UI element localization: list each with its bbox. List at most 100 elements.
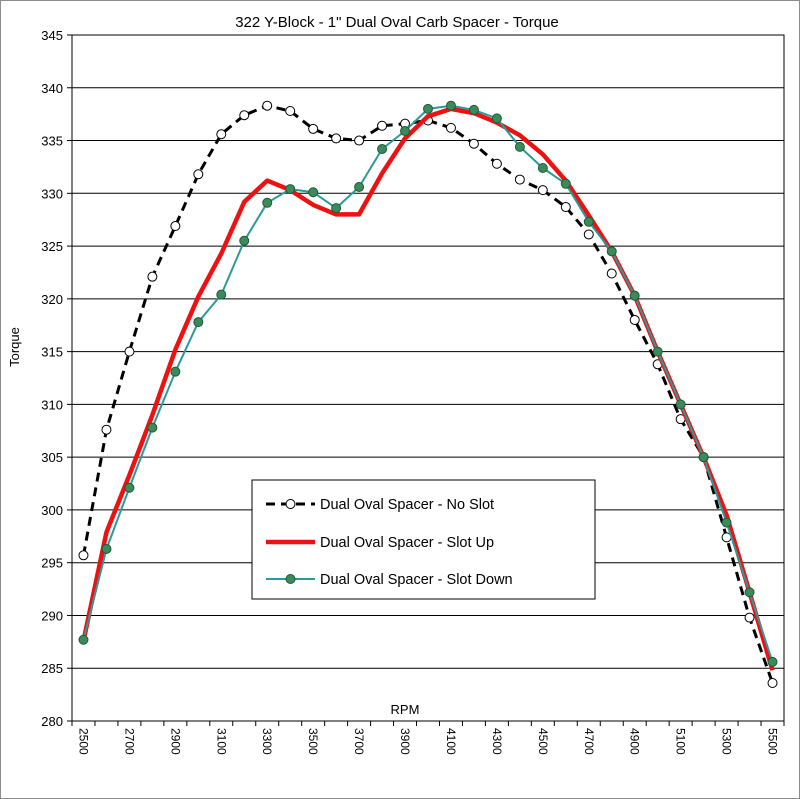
y-tick-label: 280 [41, 714, 63, 729]
data-point [744, 612, 755, 623]
x-tick-label: 2500 [76, 728, 90, 755]
data-point [629, 314, 640, 325]
data-point [354, 181, 365, 192]
data-point [721, 517, 732, 528]
data-point [560, 178, 571, 189]
chart-title: 322 Y-Block - 1" Dual Oval Carb Spacer -… [235, 14, 559, 31]
y-tick-label: 325 [41, 239, 63, 254]
x-tick-label: 5500 [766, 728, 780, 755]
data-point [583, 216, 594, 227]
data-point [216, 129, 227, 140]
data-point [445, 100, 456, 111]
data-point [170, 366, 181, 377]
data-point [78, 550, 89, 561]
y-tick-label: 335 [41, 134, 63, 149]
y-tick-label: 295 [41, 556, 63, 571]
y-tick-label: 340 [41, 81, 63, 96]
y-tick-label: 290 [41, 608, 63, 623]
data-point [744, 587, 755, 598]
data-point [377, 120, 388, 131]
data-point [652, 346, 663, 357]
data-point [262, 100, 273, 111]
data-point [400, 126, 411, 137]
x-tick-label: 3100 [214, 728, 228, 755]
data-point [445, 122, 456, 133]
data-point [124, 482, 135, 493]
legend-label: Dual Oval Spacer - Slot Up [320, 535, 494, 551]
x-tick-labels: 2500 2700 2900 3100 3300 3500 3700 3900 4100 4300… [71, 721, 785, 755]
x-tick-label: 3500 [306, 728, 320, 755]
data-point [262, 197, 273, 208]
data-point [216, 289, 227, 300]
y-tick-label: 310 [41, 397, 63, 412]
data-point [124, 346, 135, 357]
data-point [147, 271, 158, 282]
data-point [491, 113, 502, 124]
data-point [285, 105, 296, 116]
x-tick-label: 3900 [398, 728, 412, 755]
y-tick-label: 345 [41, 28, 63, 43]
data-point [377, 143, 388, 154]
data-point [560, 202, 571, 213]
data-point [331, 133, 342, 144]
y-axis-label: Torque [7, 327, 22, 367]
data-point [606, 268, 617, 279]
data-point [491, 158, 502, 169]
y-tick-label: 285 [41, 661, 63, 676]
data-point [537, 162, 548, 173]
data-point [629, 290, 640, 301]
y-tick-label: 320 [41, 292, 63, 307]
x-tick-label: 4700 [582, 728, 596, 755]
y-tick-label: 300 [41, 503, 63, 518]
legend-swatch-marker [285, 499, 296, 509]
y-tick-label: 330 [41, 186, 63, 201]
series-3 [78, 100, 778, 667]
data-point [675, 399, 686, 410]
data-point [423, 103, 433, 114]
data-point [354, 135, 365, 146]
data-point [101, 543, 112, 554]
legend-items: Dual Oval Spacer - No Slot Dual Oval Spac… [266, 497, 513, 588]
data-point [78, 634, 89, 645]
y-tick-label: 315 [41, 345, 63, 360]
x-tick-label: 4300 [490, 728, 504, 755]
plot-area-frame [71, 34, 785, 722]
x-tick-label: 2700 [122, 728, 136, 755]
legend-swatch-marker [285, 574, 296, 584]
data-point [101, 424, 112, 435]
legend: Dual Oval Spacer - No Slot Dual Oval Spac… [251, 479, 596, 600]
data-point [147, 422, 158, 433]
data-point [239, 235, 250, 246]
data-point [767, 678, 778, 689]
y-tick-labels: 280 285 290 295 300 305 310 315 320 325 330 335 340 3… [41, 28, 72, 729]
x-tick-label: 5100 [674, 728, 688, 755]
x-tick-label: 4500 [536, 728, 550, 755]
data-point [308, 187, 319, 198]
x-axis-label: RPM [391, 702, 420, 717]
data-point [514, 141, 525, 152]
data-point [537, 185, 548, 196]
x-tick-label: 2900 [168, 728, 182, 755]
series-1 [78, 100, 778, 689]
data-point [468, 138, 479, 149]
data-point [193, 317, 204, 328]
x-tick-label: 3700 [352, 728, 366, 755]
data-point [767, 656, 778, 667]
y-tick-label: 305 [41, 450, 63, 465]
legend-label: Dual Oval Spacer - Slot Down [320, 572, 513, 588]
x-tick-label: 4900 [628, 728, 642, 755]
x-tick-label: 5300 [720, 728, 734, 755]
series-layer [78, 100, 778, 689]
data-point [331, 203, 342, 214]
data-point [468, 104, 479, 115]
data-point [285, 184, 296, 195]
legend-label: Dual Oval Spacer - No Slot [320, 497, 494, 513]
data-point [308, 123, 319, 134]
data-point [514, 174, 525, 185]
data-point [698, 452, 709, 463]
data-point [583, 229, 594, 240]
data-point [239, 110, 250, 121]
x-tick-label: 4100 [444, 728, 458, 755]
